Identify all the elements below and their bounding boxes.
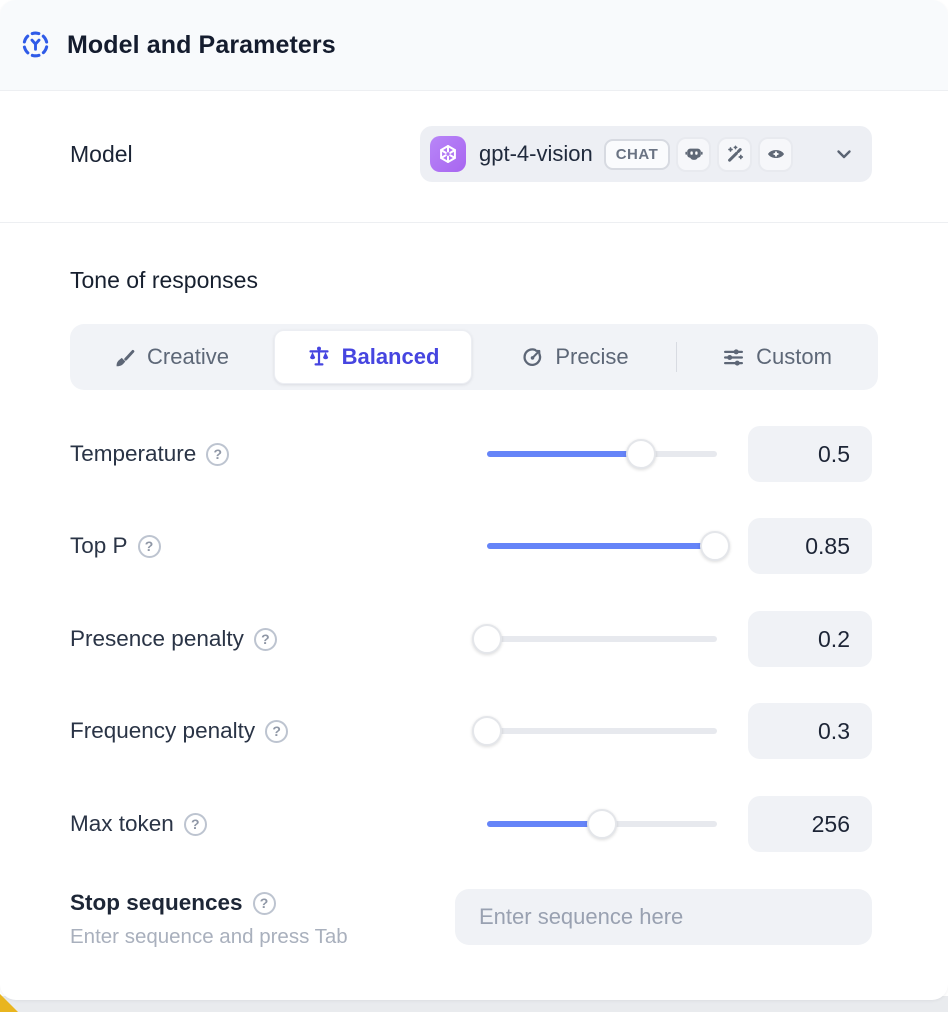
section-divider	[0, 222, 948, 223]
paintbrush-icon	[116, 349, 135, 366]
help-icon[interactable]	[253, 627, 277, 651]
panel-header: Model and Parameters	[0, 0, 948, 91]
slider-thumb[interactable]	[587, 809, 617, 839]
presence-penalty-slider[interactable]	[472, 624, 717, 654]
top-p-slider[interactable]	[487, 531, 730, 561]
wand-capability-badge	[717, 136, 753, 172]
chevron-down-icon[interactable]	[832, 142, 856, 166]
help-icon[interactable]	[265, 719, 289, 743]
segment-divider	[676, 342, 677, 372]
temperature-row: Temperature 0.5	[0, 426, 948, 482]
parameter-label: Frequency penalty	[70, 703, 289, 759]
help-icon[interactable]	[206, 442, 230, 466]
eye-icon	[767, 149, 784, 159]
wand-sparkles-icon	[727, 145, 743, 162]
selected-model-name: gpt-4-vision	[479, 141, 593, 166]
max-token-row: Max token 256	[0, 796, 948, 852]
openai-logo-icon	[430, 136, 466, 172]
target-arrow-icon	[523, 347, 542, 366]
frequency-penalty-row: Frequency penalty 0.3	[0, 703, 948, 759]
top-p-value[interactable]: 0.85	[748, 518, 872, 574]
balance-scale-icon	[308, 346, 329, 366]
tone-option-label: Creative	[147, 344, 229, 369]
tone-option-custom[interactable]: Custom	[676, 324, 878, 390]
panel-title: Model and Parameters	[67, 30, 336, 59]
parameter-label: Presence penalty	[70, 611, 277, 667]
slider-track[interactable]	[487, 728, 717, 734]
parameter-label: Temperature	[70, 426, 230, 482]
robot-capability-badge	[676, 136, 712, 172]
tone-segmented-control: Creative Balanced Precise	[70, 324, 878, 390]
parameter-label: Top P	[70, 518, 161, 574]
tone-option-label: Balanced	[341, 344, 440, 369]
frequency-penalty-slider[interactable]	[472, 716, 717, 746]
max-token-value[interactable]: 256	[748, 796, 872, 852]
page-background-strip	[0, 996, 948, 1012]
model-select-dropdown[interactable]: gpt-4-vision CHAT	[420, 126, 872, 182]
slider-fill	[487, 543, 715, 549]
slider-fill	[487, 451, 642, 457]
slider-thumb[interactable]	[472, 624, 502, 654]
tone-section-heading: Tone of responses	[70, 267, 258, 293]
sliders-icon	[724, 348, 744, 366]
slider-thumb[interactable]	[472, 716, 502, 746]
temperature-value[interactable]: 0.5	[748, 426, 872, 482]
help-icon[interactable]	[252, 891, 276, 915]
stop-sequences-label: Stop sequences	[70, 890, 276, 916]
vision-capability-badge	[758, 136, 794, 172]
tone-option-precise[interactable]: Precise	[474, 324, 676, 390]
slider-track[interactable]	[487, 636, 717, 642]
tone-option-label: Precise	[555, 344, 629, 369]
max-token-slider[interactable]	[487, 809, 717, 839]
stop-sequences-input[interactable]	[455, 889, 872, 945]
presence-penalty-value[interactable]: 0.2	[748, 611, 872, 667]
frequency-penalty-value[interactable]: 0.3	[748, 703, 872, 759]
tone-option-balanced[interactable]: Balanced	[274, 330, 472, 384]
help-icon[interactable]	[137, 534, 161, 558]
slider-thumb[interactable]	[626, 439, 657, 469]
presence-penalty-row: Presence penalty 0.2	[0, 611, 948, 667]
slider-fill	[487, 821, 602, 827]
tone-option-creative[interactable]: Creative	[70, 324, 272, 390]
parameter-label: Max token	[70, 796, 207, 852]
top-p-row: Top P 0.85	[0, 518, 948, 574]
model-hub-icon	[20, 30, 51, 61]
stop-sequences-hint: Enter sequence and press Tab	[70, 925, 348, 948]
temperature-slider[interactable]	[487, 439, 717, 469]
robot-icon	[685, 148, 703, 160]
slider-thumb[interactable]	[699, 531, 730, 561]
help-icon[interactable]	[183, 812, 207, 836]
model-label: Model	[70, 141, 133, 167]
model-type-badge: CHAT	[603, 138, 671, 170]
tone-option-label: Custom	[756, 344, 832, 369]
